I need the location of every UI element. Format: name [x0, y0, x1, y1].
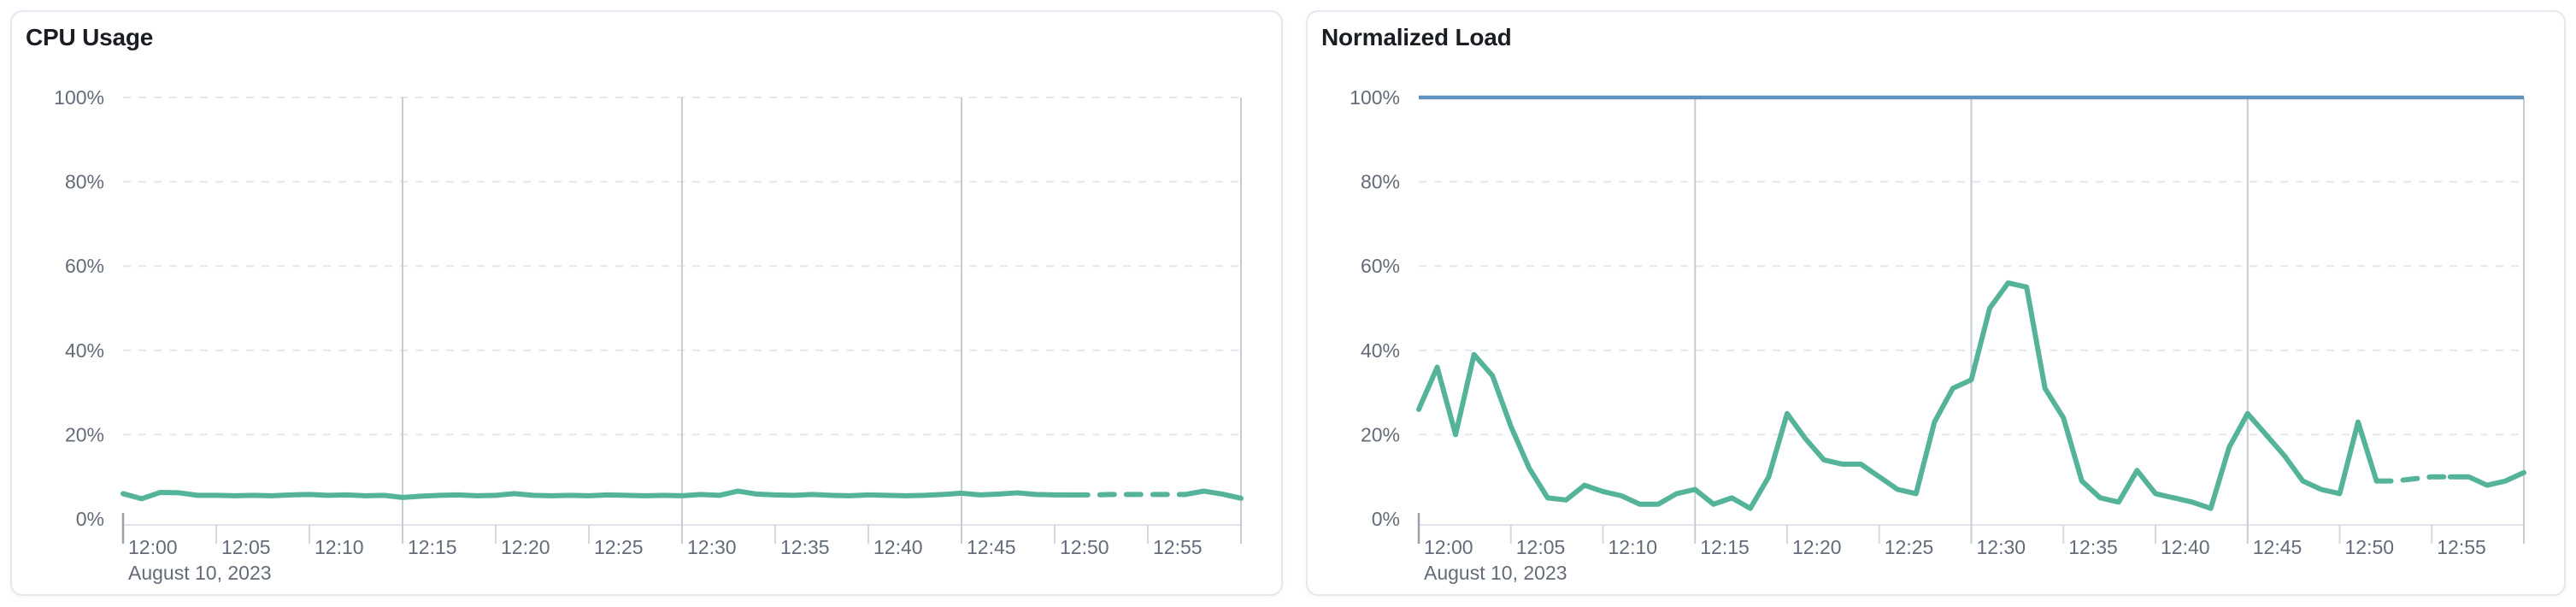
- svg-text:12:05: 12:05: [1516, 536, 1566, 558]
- svg-text:0%: 0%: [1372, 508, 1400, 530]
- svg-text:12:20: 12:20: [1792, 536, 1842, 558]
- svg-text:12:05: 12:05: [221, 536, 271, 558]
- panel-cpu-usage: CPU Usage 12:00 12:05 12:10 12:15 12:20 12:25…: [10, 10, 1283, 596]
- svg-text:0%: 0%: [76, 508, 104, 530]
- svg-text:12:50: 12:50: [2345, 536, 2395, 558]
- svg-text:100%: 100%: [1350, 86, 1400, 109]
- panel-title: Normalized Load: [1321, 24, 1512, 50]
- svg-text:40%: 40%: [1361, 339, 1400, 362]
- svg-text:12:35: 12:35: [780, 536, 830, 558]
- svg-text:12:20: 12:20: [501, 536, 550, 558]
- svg-text:12:35: 12:35: [2068, 536, 2118, 558]
- svg-text:12:25: 12:25: [1885, 536, 1934, 558]
- svg-text:12:40: 12:40: [873, 536, 923, 558]
- svg-text:12:30: 12:30: [687, 536, 737, 558]
- svg-text:60%: 60%: [65, 255, 104, 277]
- svg-text:20%: 20%: [1361, 423, 1400, 445]
- svg-text:August 10, 2023: August 10, 2023: [128, 562, 272, 584]
- panel-normalized-load: Normalized Load 12:00 12:05 12:10 12:15 12:2…: [1306, 10, 2566, 596]
- svg-text:12:25: 12:25: [594, 536, 644, 558]
- normalized-load-chart[interactable]: 12:00 12:05 12:10 12:15 12:20 12:25 12:30 12:35…: [1308, 12, 2564, 594]
- svg-text:12:10: 12:10: [315, 536, 364, 558]
- svg-text:80%: 80%: [65, 171, 104, 193]
- panel-title: CPU Usage: [26, 24, 154, 50]
- svg-text:12:40: 12:40: [2161, 536, 2210, 558]
- svg-text:80%: 80%: [1361, 171, 1400, 193]
- svg-text:12:15: 12:15: [1700, 536, 1750, 558]
- svg-text:12:10: 12:10: [1609, 536, 1658, 558]
- svg-text:12:50: 12:50: [1060, 536, 1109, 558]
- svg-text:12:45: 12:45: [2253, 536, 2303, 558]
- svg-text:100%: 100%: [54, 86, 104, 109]
- svg-text:12:15: 12:15: [408, 536, 457, 558]
- cpu-usage-chart[interactable]: 12:00 12:05 12:10 12:15 12:20 12:25 12:30 12:35…: [12, 12, 1281, 594]
- svg-text:12:55: 12:55: [2437, 536, 2486, 558]
- svg-text:12:00: 12:00: [128, 536, 178, 558]
- svg-text:40%: 40%: [65, 339, 104, 362]
- svg-text:12:45: 12:45: [967, 536, 1016, 558]
- svg-text:12:30: 12:30: [1977, 536, 2026, 558]
- svg-text:12:00: 12:00: [1424, 536, 1473, 558]
- svg-text:12:55: 12:55: [1153, 536, 1203, 558]
- svg-text:20%: 20%: [65, 423, 104, 445]
- svg-text:60%: 60%: [1361, 255, 1400, 277]
- svg-text:August 10, 2023: August 10, 2023: [1424, 562, 1567, 584]
